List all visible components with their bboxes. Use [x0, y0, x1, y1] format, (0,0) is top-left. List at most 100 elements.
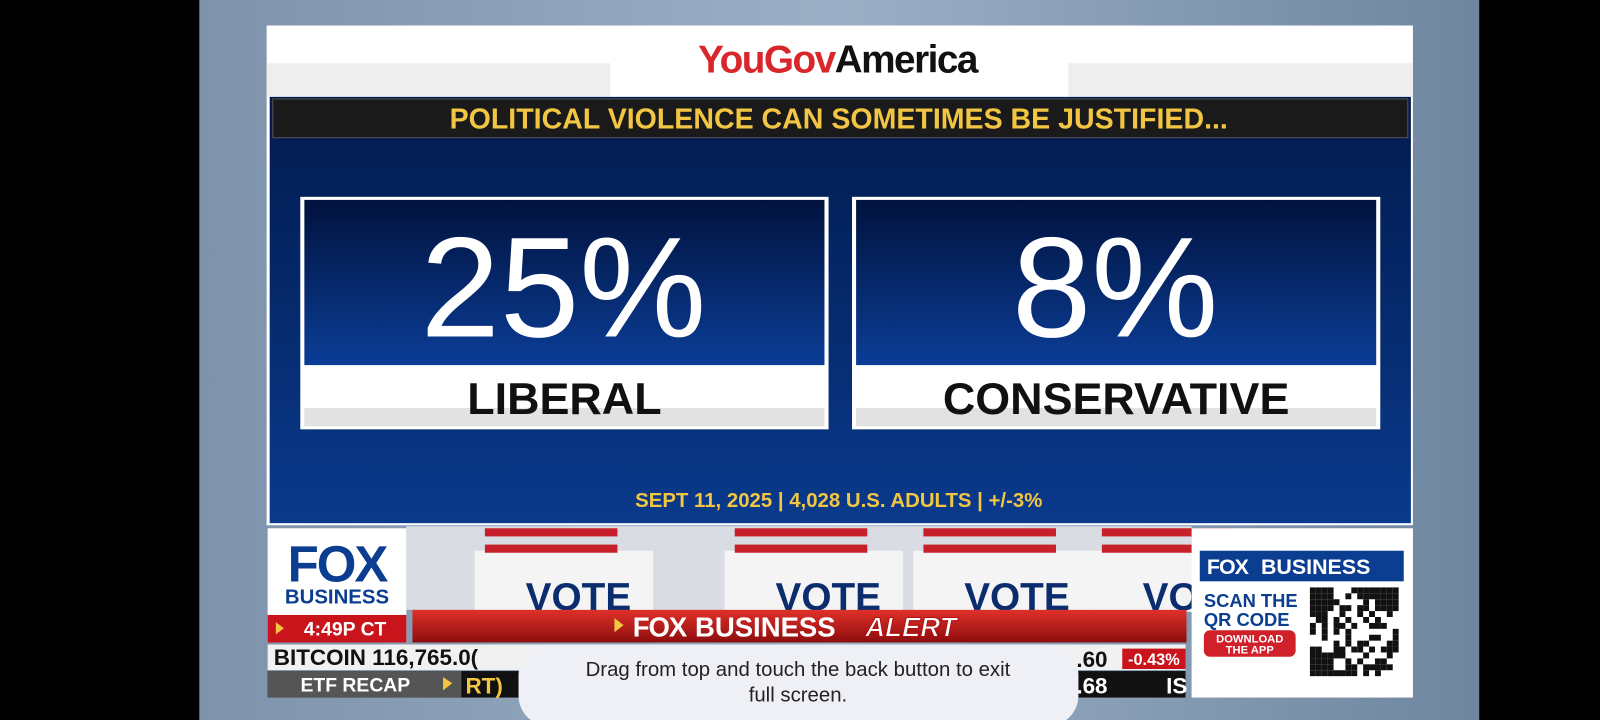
qr-cell	[1369, 587, 1375, 594]
ticker-label-box	[267, 671, 462, 698]
logo: YouGov	[698, 38, 836, 81]
qr-cell	[1327, 658, 1334, 665]
qr-cell	[1386, 646, 1393, 653]
qr-cell	[1363, 599, 1370, 606]
ticker-text: BITCOIN 116,765.0(	[274, 645, 479, 670]
qr-cell	[1327, 664, 1334, 671]
qr-cell	[1392, 634, 1399, 641]
qr-cell	[1374, 658, 1381, 665]
ballot-box	[913, 550, 1092, 612]
time: 4:49P CT	[304, 618, 387, 640]
qr-cell	[1374, 593, 1381, 600]
flag-stripe	[484, 528, 618, 537]
arrow	[443, 677, 453, 691]
qr-cell	[1339, 646, 1346, 653]
promo-button	[1203, 630, 1296, 657]
qr-cell	[1345, 605, 1352, 612]
qr-cell	[1309, 628, 1316, 635]
qr-cell	[1309, 622, 1316, 629]
qr-cell	[1380, 622, 1387, 629]
arrow	[614, 618, 624, 633]
panel-top	[856, 199, 1377, 366]
promo-brand-bar	[1199, 550, 1404, 582]
qr-cell	[1386, 587, 1393, 594]
qr-cell	[1351, 664, 1358, 671]
qr-cell	[1380, 664, 1387, 671]
promo-line: QR CODE	[1204, 609, 1290, 630]
promo-button-text: DOWNLOAD	[1216, 633, 1283, 645]
qr-cell	[1315, 611, 1322, 617]
panel-value: 25%	[421, 209, 707, 368]
ticker-text: .60	[1076, 647, 1107, 672]
qr-cell	[1380, 646, 1387, 653]
qr-cell	[1327, 670, 1334, 677]
qr-cell	[1321, 664, 1328, 671]
qr-cell	[1380, 593, 1387, 600]
qr-cell	[1345, 634, 1352, 641]
qr-cell	[1333, 628, 1340, 635]
qr-cell	[1357, 611, 1364, 617]
footer: SEPT 11, 2025 | 4,028 U.S. ADULTS | +/-3…	[635, 490, 1042, 512]
qr-cell	[1374, 587, 1381, 594]
promo-business: BUSINESS	[1261, 555, 1370, 579]
qr-cell	[1374, 622, 1381, 629]
promo-line: SCAN THE	[1204, 590, 1298, 611]
alert-bar	[412, 609, 1187, 643]
panel-label: CONSERVATIVE	[943, 373, 1289, 424]
qr-cell	[1327, 605, 1334, 612]
qr-cell	[1392, 640, 1399, 647]
qr-cell	[1321, 605, 1328, 612]
qr-cell	[1351, 622, 1358, 629]
qr-cell	[1315, 587, 1322, 594]
qr-cell	[1309, 599, 1316, 606]
qr-cell	[1386, 664, 1393, 671]
qr-cell	[1380, 658, 1387, 665]
qr-cell	[1345, 640, 1352, 647]
qr-cell	[1357, 587, 1364, 594]
qr-cell	[1386, 593, 1393, 600]
qr-cell	[1309, 605, 1316, 612]
title: POLITICAL VIOLENCE CAN SOMETIMES BE JUST…	[450, 103, 1228, 135]
toast-text: Drag from top and touch the back button …	[586, 659, 1011, 681]
alert-word: ALERT	[864, 611, 958, 642]
qr-cell	[1386, 611, 1393, 617]
alert-fox: FOX	[633, 611, 688, 642]
qr-cell	[1321, 652, 1328, 659]
qr-cell	[1321, 593, 1328, 600]
panel: 8% CONSERVATIVE	[852, 196, 1381, 430]
qr-cell	[1357, 593, 1364, 600]
title-bar	[272, 98, 1409, 139]
flag-stripe	[923, 528, 1056, 537]
ballot-box	[724, 550, 904, 612]
qr-cell	[1386, 605, 1393, 612]
qr-cell	[1309, 587, 1316, 594]
promo-button-text: THE APP	[1226, 645, 1275, 657]
qr-cell	[1345, 658, 1352, 665]
ballot-box	[474, 550, 654, 612]
qr-cell	[1386, 652, 1393, 659]
qr-cell	[1345, 670, 1352, 677]
qr-cell	[1327, 599, 1334, 606]
network-business: BUSINESS	[285, 587, 389, 609]
promo-fox: FOX	[1207, 555, 1250, 579]
qr-cell	[1321, 599, 1328, 606]
qr-cell	[1321, 658, 1328, 665]
panel-shade	[304, 407, 825, 427]
qr-cell	[1351, 587, 1358, 594]
qr-cell	[1315, 652, 1322, 659]
qr-cell	[1315, 664, 1322, 671]
header-shade	[1068, 63, 1413, 97]
header-shade	[266, 63, 611, 97]
qr-cell	[1321, 670, 1328, 677]
qr-cell	[1339, 670, 1346, 677]
qr-cell	[1333, 652, 1340, 659]
arrow	[275, 622, 284, 635]
logo: America	[835, 38, 979, 81]
qr-cell	[1339, 652, 1346, 659]
qr-cell	[1374, 670, 1381, 677]
qr-cell	[1363, 605, 1370, 612]
time-box	[267, 614, 407, 643]
qr-code	[1307, 585, 1400, 678]
